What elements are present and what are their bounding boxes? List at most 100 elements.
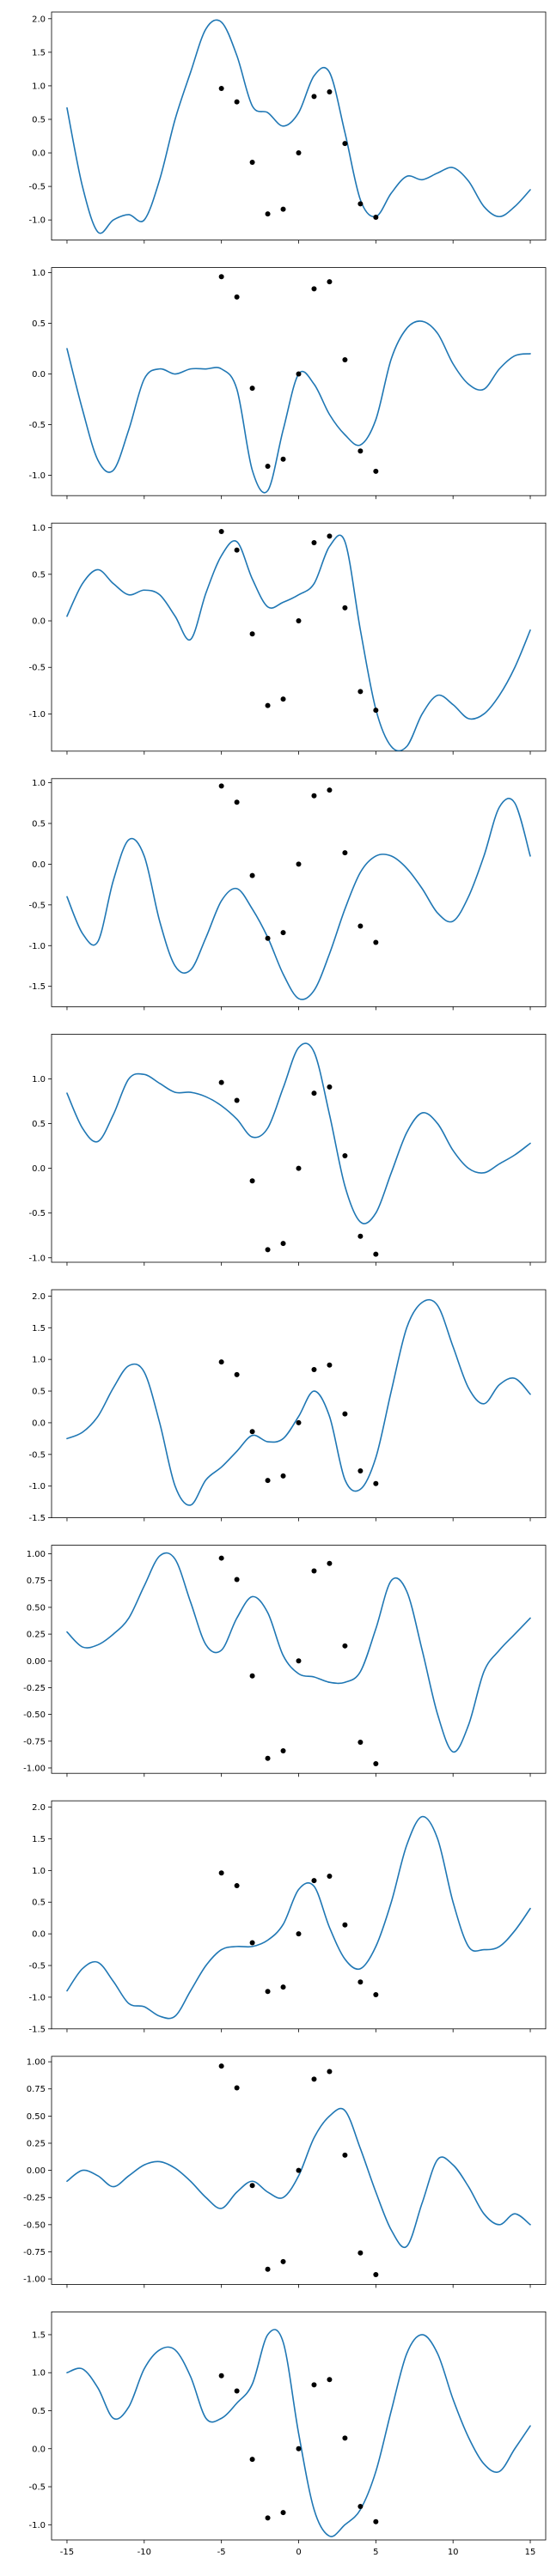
chart-panel-2: -1.0 -0.5 0.0 0.5 1.0	[28, 267, 547, 500]
y-tick-label: 2.0	[32, 1803, 46, 1813]
axes-frame	[51, 1034, 547, 1263]
sample-curve	[66, 534, 531, 751]
data-point	[234, 1097, 240, 1103]
y-tick-label: 0.00	[27, 2166, 46, 2176]
y-tick-label: -0.5	[28, 183, 46, 192]
y-tick-label: -1.5	[28, 2025, 46, 2034]
data-point	[342, 1922, 348, 1928]
chart-panel-8: -1.5 -1.0 -0.5 0.0 0.5 1.0 1.5 2.0	[28, 1800, 547, 2034]
y-tick-label: -0.50	[23, 2221, 46, 2230]
y-tick-label: -1.0	[28, 1993, 46, 2002]
data-point	[249, 2457, 255, 2463]
y-tick-label: 1.0	[32, 779, 46, 788]
y-tick-label: -0.5	[28, 2483, 46, 2493]
data-point	[265, 2515, 271, 2521]
sample-curve	[66, 320, 531, 494]
data-point	[234, 1883, 240, 1889]
data-point	[342, 2152, 348, 2158]
data-point	[327, 279, 333, 285]
x-tick-label: 5	[373, 2548, 378, 2557]
data-point	[249, 159, 255, 165]
y-tick-label: 0.0	[32, 1419, 46, 1428]
sample-curve	[66, 1815, 531, 2020]
y-tick-label: 1.0	[32, 1867, 46, 1876]
y-tick-label: -0.5	[28, 1962, 46, 1971]
data-point	[249, 1940, 255, 1946]
data-point	[280, 1984, 286, 1990]
data-point	[311, 1568, 317, 1574]
y-tick-label: 0.75	[27, 2085, 46, 2094]
data-point	[280, 696, 286, 702]
y-tick-label: 0.5	[32, 1899, 46, 1908]
chart-panel-6: -1.5 -1.0 -0.5 0.0 0.5 1.0 1.5 2.0	[28, 1289, 547, 1523]
data-point	[342, 1411, 348, 1417]
chart-panel-7: -1.00 -0.75 -0.50 -0.25 0.00 0.25 0.50 0.75 1.00	[23, 1545, 547, 1777]
y-tick-label: -1.0	[28, 1482, 46, 1492]
data-point	[358, 2250, 364, 2256]
data-point	[373, 2518, 379, 2524]
data-point	[311, 539, 317, 545]
data-point	[234, 799, 240, 805]
y-tick-label: -1.0	[28, 942, 46, 951]
sample-curve	[66, 1042, 531, 1224]
data-point	[342, 1153, 348, 1159]
y-tick-label: 1.0	[32, 2369, 46, 2379]
data-point	[296, 618, 302, 624]
y-tick-label: -1.5	[28, 1514, 46, 1523]
y-tick-label: 0.0	[32, 1164, 46, 1174]
y-tick-label: -0.5	[28, 1450, 46, 1460]
chart-panel-9: -1.00 -0.75 -0.50 -0.25 0.00 0.25 0.50 0.75 1.00	[23, 2056, 547, 2288]
y-tick-label: 0.0	[32, 860, 46, 870]
data-point	[234, 294, 240, 300]
data-point	[296, 150, 302, 156]
data-point	[265, 1478, 271, 1484]
axes-frame	[51, 2311, 547, 2541]
data-point	[296, 861, 302, 867]
data-point	[218, 1359, 224, 1365]
data-point	[249, 872, 255, 878]
data-point	[249, 2183, 255, 2189]
y-tick-label: 0.5	[32, 1120, 46, 1129]
data-point	[296, 2167, 302, 2173]
data-point	[234, 2085, 240, 2091]
data-point	[327, 2069, 333, 2075]
data-point	[358, 1233, 364, 1239]
data-point	[358, 201, 364, 207]
data-point	[218, 528, 224, 534]
y-tick-label: -1.0	[28, 710, 46, 720]
sample-curve	[66, 2107, 531, 2249]
data-point	[311, 1878, 317, 1884]
data-point	[234, 1371, 240, 1377]
data-point	[296, 371, 302, 377]
data-point	[218, 274, 224, 280]
data-point	[373, 708, 379, 714]
y-tick-label: 0.0	[32, 149, 46, 159]
data-point	[234, 547, 240, 553]
y-tick-label: 0.5	[32, 2407, 46, 2416]
data-point	[234, 99, 240, 105]
y-tick-label: -0.50	[23, 1710, 46, 1720]
data-point	[311, 94, 317, 100]
data-point	[373, 1251, 379, 1257]
axes-frame	[51, 1289, 547, 1519]
data-point	[280, 2510, 286, 2516]
y-tick-label: 0.25	[27, 2139, 46, 2148]
y-tick-label: 2.0	[32, 15, 46, 24]
y-tick-label: 0.25	[27, 1631, 46, 1640]
x-tick-label: -5	[217, 2548, 226, 2557]
data-point	[358, 1740, 364, 1746]
data-point	[265, 1755, 271, 1761]
data-point	[327, 1560, 333, 1566]
y-tick-label: 0.0	[32, 617, 46, 627]
data-point	[311, 1366, 317, 1372]
data-point	[280, 2258, 286, 2264]
data-point	[358, 689, 364, 695]
chart-panel-4: -1.5 -1.0 -0.5 0.0 0.5 1.0	[28, 778, 547, 1011]
axes-frame	[51, 267, 547, 496]
data-point	[358, 1468, 364, 1474]
data-point	[342, 605, 348, 611]
y-tick-label: -0.75	[23, 1737, 46, 1747]
data-point	[218, 2372, 224, 2379]
x-tick-label: 10	[448, 2548, 459, 2557]
